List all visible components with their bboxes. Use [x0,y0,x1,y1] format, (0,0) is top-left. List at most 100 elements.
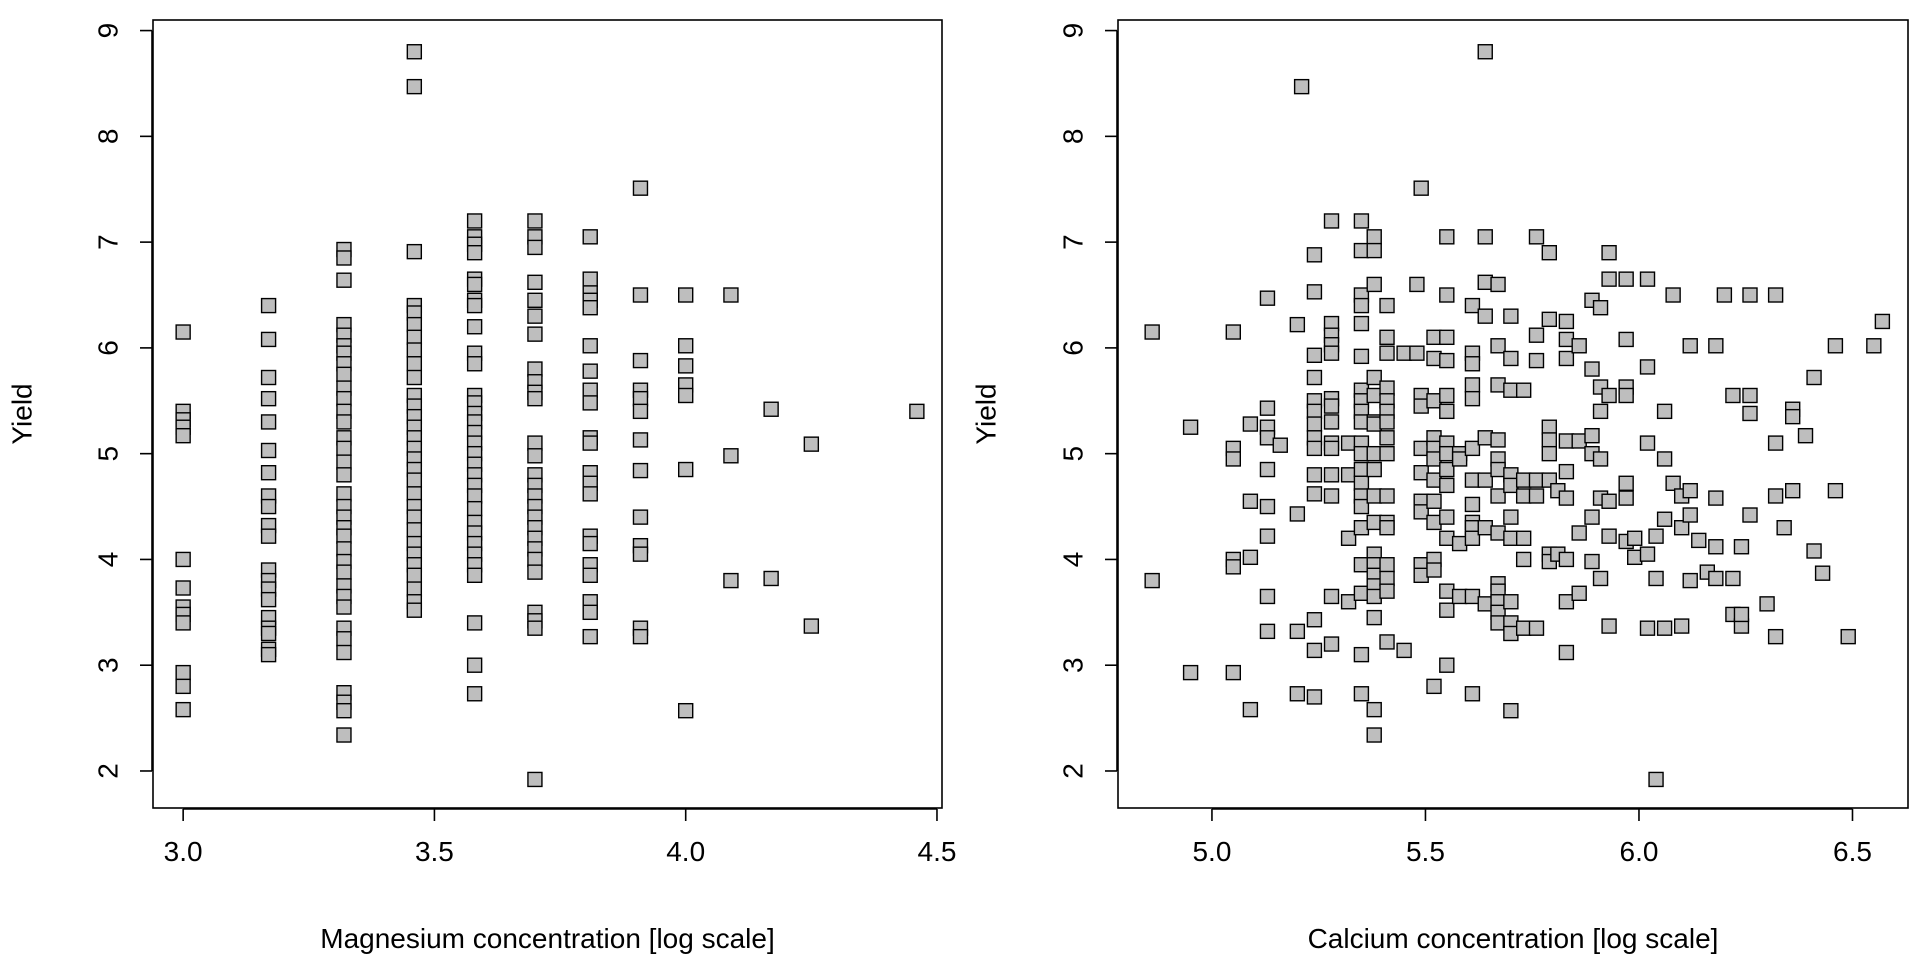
data-point [1528,229,1545,245]
data-point [1827,338,1844,354]
data-point [1742,287,1758,303]
data-point [1742,507,1758,523]
data-point [1665,287,1681,303]
data-point [175,615,191,631]
data-point [1306,689,1323,705]
data-point [1558,594,1575,610]
data-point [527,564,543,580]
data-point [723,448,739,464]
data-point [1272,437,1288,453]
data-point [1353,348,1370,365]
data-point [1426,472,1442,488]
data-point [1558,313,1575,330]
data-point [1584,427,1600,444]
data-point [1601,618,1617,634]
data-point [1323,398,1340,414]
data-point [582,363,598,379]
data-point [1464,588,1481,605]
data-point [1409,345,1425,361]
data-point [336,727,352,743]
data-point [1464,377,1481,393]
data-point [678,338,694,354]
calcium-x-tick-label: 6.5 [1833,836,1872,867]
data-point [1340,594,1357,610]
data-point [632,509,649,525]
data-point [1353,686,1370,702]
data-point [1259,498,1276,515]
data-point [466,488,483,504]
data-point [1306,642,1323,659]
data-point [406,356,423,372]
data-point [1682,338,1698,354]
magnesium-x-tick-label: 3.5 [415,836,454,867]
data-point [336,631,352,647]
data-point [1708,490,1724,506]
data-point [1451,451,1468,467]
data-point [1413,567,1429,584]
data-point [1558,551,1575,568]
data-point [1639,546,1656,562]
data-point [1353,475,1370,491]
data-point [527,292,543,308]
data-point [406,78,423,95]
data-point [1477,596,1493,612]
data-point [175,701,191,718]
data-point [632,352,649,369]
data-point [1464,390,1481,407]
data-point [1874,313,1891,330]
calcium-x-tick-label: 6.0 [1620,836,1659,867]
data-point [1353,520,1370,536]
data-point [1515,472,1532,488]
data-point [1379,414,1395,430]
data-point [1306,247,1323,263]
data-point [1503,382,1519,398]
data-point [1379,297,1395,314]
data-point [1767,287,1784,303]
data-point [1558,350,1575,367]
data-point [1439,387,1455,404]
data-point [336,599,352,615]
data-point [1353,445,1370,462]
data-point [1571,433,1587,449]
data-point [527,239,543,256]
data-point [1439,445,1455,462]
data-point [1439,287,1455,303]
data-point [1323,588,1340,605]
data-point [582,628,598,645]
data-point [1866,338,1882,354]
data-point [336,454,352,470]
data-point [527,274,543,291]
magnesium-points [175,44,925,788]
calcium-x-tick-label: 5.5 [1406,836,1445,867]
data-point [1648,771,1664,788]
data-point [406,472,423,488]
data-point [1366,369,1382,386]
data-point [1409,276,1425,293]
data-point [909,403,925,420]
calcium-y-tick-label: 5 [1058,446,1089,462]
data-point [1571,338,1587,354]
data-point [1259,528,1276,544]
data-point [1379,557,1395,573]
data-point [1340,530,1357,546]
data-point [336,644,352,661]
data-point [1259,430,1276,446]
data-point [1426,350,1442,367]
data-point [336,541,352,557]
data-point [1601,271,1617,287]
data-point [466,297,483,314]
data-point [1503,477,1519,494]
magnesium-y-tick-label: 5 [93,446,124,462]
data-point [1379,380,1395,396]
calcium-y-tick-label: 7 [1058,234,1089,250]
data-point [1439,583,1455,599]
data-point [1323,440,1340,457]
data-point [1242,701,1259,718]
data-point [1366,416,1382,432]
data-point [1725,387,1741,404]
data-point [336,440,352,457]
data-point [1413,398,1429,414]
data-point [1366,387,1382,404]
data-point [1490,461,1506,478]
data-point [1259,461,1276,478]
